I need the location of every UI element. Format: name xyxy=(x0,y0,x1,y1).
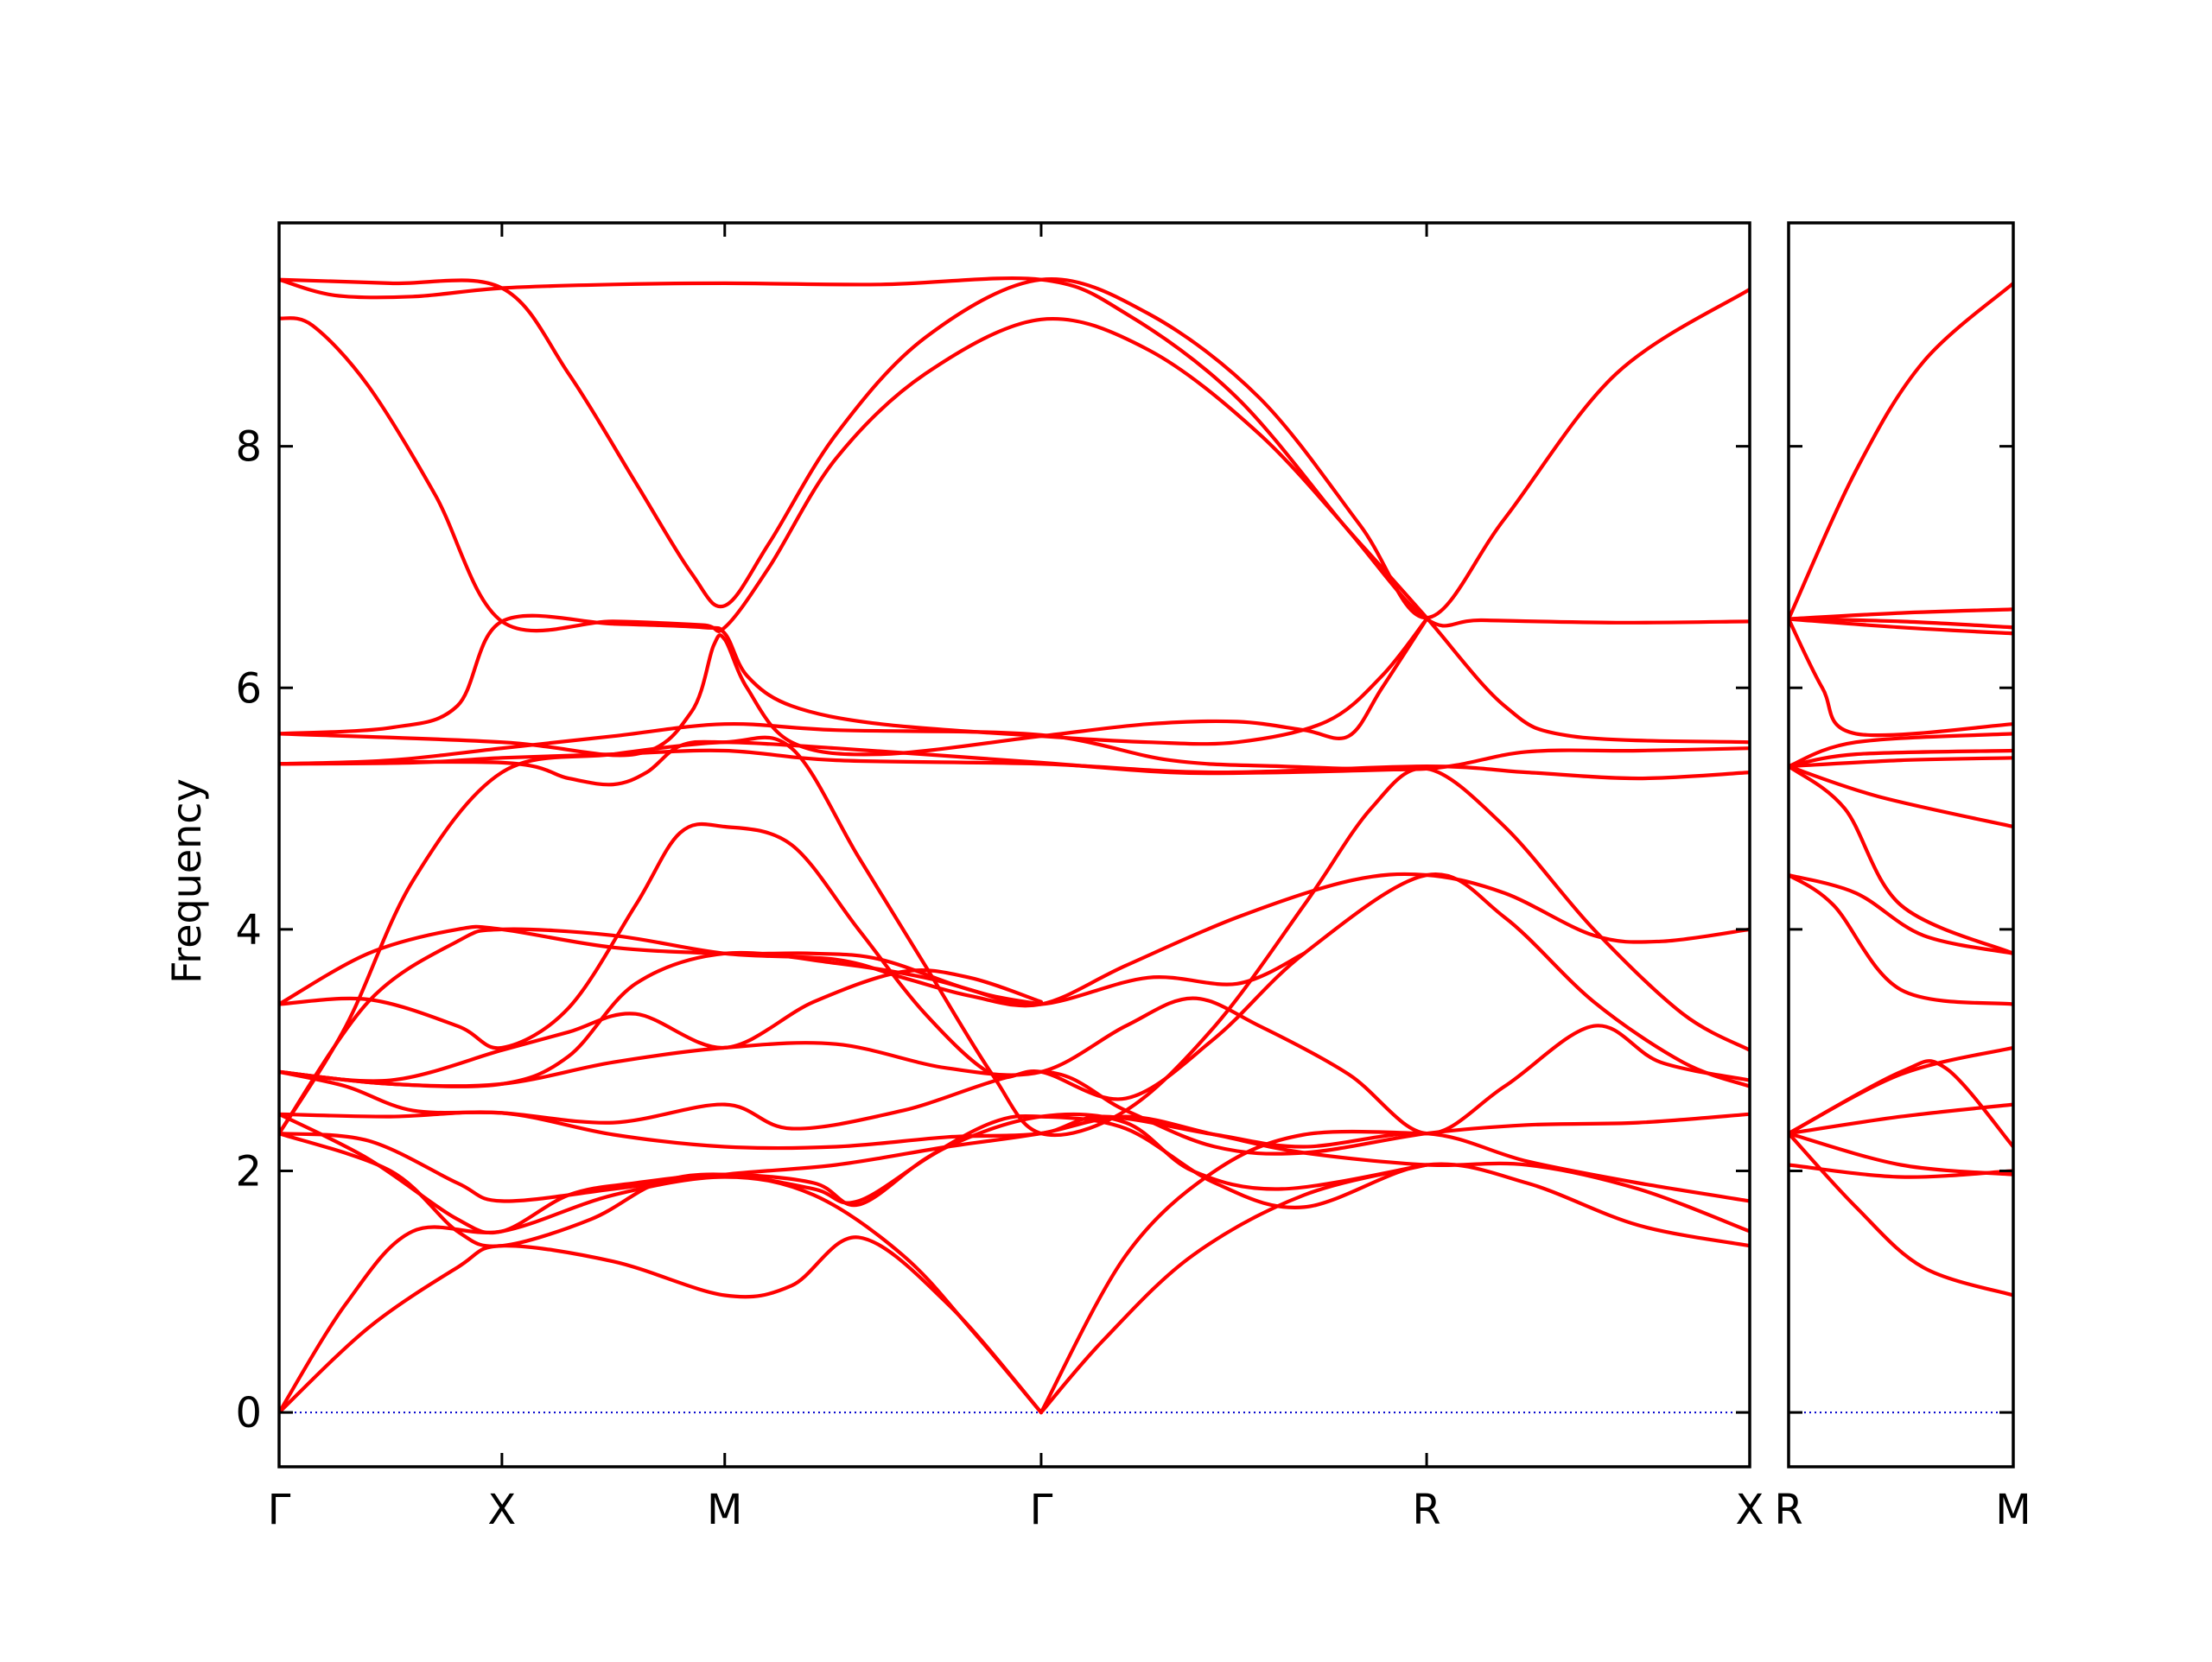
y-tick-label: 6 xyxy=(235,664,262,713)
phonon-band-2-6 xyxy=(1789,732,2013,769)
phonon-band-2-15 xyxy=(1789,1102,2013,1136)
phonon-band-2-2 xyxy=(1789,607,2013,621)
phonon-band-2-9 xyxy=(1789,764,2013,829)
phonon-band-2-5 xyxy=(1789,617,2013,738)
phonon-band-1-12 xyxy=(279,924,1306,1006)
x-tick-label: M xyxy=(707,1486,742,1534)
y-tick-label: 4 xyxy=(235,906,262,955)
panel-main-frame xyxy=(277,221,1751,1469)
phonon-band-1-18 xyxy=(279,1114,1750,1234)
phonon-band-1-10 xyxy=(279,872,1750,1136)
y-axis-label: Frequency xyxy=(163,778,210,984)
phonon-band-1-2 xyxy=(279,276,1750,620)
phonon-band-1-5 xyxy=(279,617,1429,758)
phonon-band-1-1 xyxy=(279,276,1750,628)
phonon-band-2-7 xyxy=(1789,748,2013,769)
panel-main-series xyxy=(279,276,1750,1415)
y-tick-label: 0 xyxy=(235,1389,262,1437)
phonon-band-1-23 xyxy=(1039,1129,1429,1415)
phonon-band-2-11 xyxy=(1789,872,2013,955)
phonon-band-2-10 xyxy=(1789,764,2013,955)
phonon-band-1-7 xyxy=(279,748,1750,781)
phonon-band-2-14 xyxy=(1789,1045,2013,1136)
y-tick-label: 8 xyxy=(235,423,262,472)
phonon-band-1-3 xyxy=(279,316,1750,745)
data-layer xyxy=(279,276,2013,1415)
phonon-band-1-24 xyxy=(1039,1163,1429,1415)
phonon-band-2-17 xyxy=(1789,1163,2013,1179)
phonon-band-2-12 xyxy=(1789,872,2013,1006)
phonon-band-1-13 xyxy=(279,950,1043,1088)
x-tick-label: Γ xyxy=(268,1486,291,1534)
x-tick-label: R xyxy=(1774,1486,1802,1534)
phonon-band-2-8 xyxy=(1789,756,2013,769)
phonon-band-1-15 xyxy=(279,996,1750,1136)
phonon-band-1-11 xyxy=(279,821,1750,1101)
x-tick-label: X xyxy=(1736,1486,1764,1534)
panel-side-series xyxy=(1789,281,2013,1414)
phonon-band-1-8 xyxy=(279,739,1429,787)
x-tick-label: R xyxy=(1412,1486,1440,1534)
phonon-band-1-4 xyxy=(279,613,1429,746)
phonon-band-1-22 xyxy=(279,1175,1043,1415)
phonon-band-1-21 xyxy=(279,1235,1043,1415)
phonon-band-1-20 xyxy=(279,1112,1429,1248)
phonon-band-2-4 xyxy=(1789,617,2013,636)
x-tick-label: X xyxy=(487,1486,516,1534)
phonon-band-2-1 xyxy=(1789,281,2013,621)
y-tick-label: 2 xyxy=(235,1147,262,1196)
phonon-band-1-6 xyxy=(279,721,1750,771)
x-tick-label: M xyxy=(1995,1486,2031,1534)
phonon-band-2-18 xyxy=(1789,1132,2013,1297)
phonon-band-1-9 xyxy=(279,735,1750,1138)
panel-side-frame xyxy=(1787,221,2015,1469)
x-tick-label: Γ xyxy=(1030,1486,1053,1534)
phonon-band-1-14 xyxy=(279,968,1043,1083)
